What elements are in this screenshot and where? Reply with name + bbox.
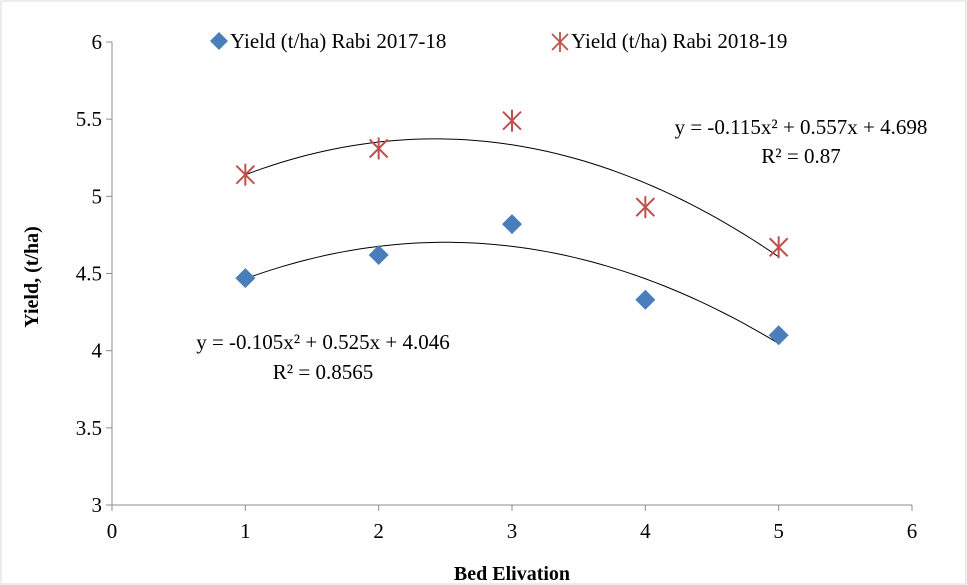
x-axis-title: Bed Elivation bbox=[454, 563, 570, 585]
x-tick-label: 4 bbox=[640, 519, 651, 543]
trendline-r2-2017-18: R² = 0.8565 bbox=[273, 360, 373, 384]
trendline-equation-2018-19: y = -0.115x² + 0.557x + 4.698 bbox=[675, 115, 928, 139]
trendline-equation-2017-18: y = -0.105x² + 0.525x + 4.046 bbox=[196, 330, 450, 354]
x-tick-label: 6 bbox=[907, 519, 918, 543]
x-tick-label: 2 bbox=[373, 519, 384, 543]
data-point-series-1 bbox=[635, 196, 656, 219]
data-point-series-0 bbox=[368, 244, 389, 265]
trendline-series-1 bbox=[245, 138, 779, 258]
data-point-series-1 bbox=[502, 109, 522, 132]
y-tick-label: 4 bbox=[92, 339, 103, 363]
y-axis-title: Yield, (t/ha) bbox=[21, 226, 43, 327]
legend: Yield (t/ha) Rabi 2017-18 Yield (t/ha) R… bbox=[210, 29, 787, 53]
data-point-series-0 bbox=[635, 289, 656, 310]
y-tick-label: 6 bbox=[92, 30, 103, 54]
y-tick-label: 3.5 bbox=[76, 416, 102, 440]
y-tick-label: 4.5 bbox=[76, 262, 102, 286]
x-tick-label: 1 bbox=[240, 519, 251, 543]
legend-label-2017-18: Yield (t/ha) Rabi 2017-18 bbox=[230, 29, 446, 53]
y-tick-label: 5 bbox=[92, 184, 103, 208]
legend-marker-2017-18 bbox=[210, 32, 228, 50]
x-tick-label: 0 bbox=[107, 519, 118, 543]
y-tick-label: 5.5 bbox=[76, 107, 102, 131]
x-tick-label: 5 bbox=[773, 519, 784, 543]
y-tick-label: 3 bbox=[92, 493, 103, 517]
data-point-series-0 bbox=[502, 214, 522, 235]
data-point-series-1 bbox=[368, 137, 389, 160]
trendline-series-0 bbox=[245, 241, 779, 344]
x-tick-label: 3 bbox=[507, 519, 518, 543]
trendline-r2-2018-19: R² = 0.87 bbox=[761, 144, 840, 168]
legend-marker-2018-19 bbox=[551, 32, 569, 52]
data-point-series-1 bbox=[768, 236, 789, 259]
legend-label-2018-19: Yield (t/ha) Rabi 2018-19 bbox=[571, 29, 787, 53]
data-point-series-1 bbox=[235, 163, 256, 186]
data-point-series-0 bbox=[235, 268, 256, 289]
data-point-series-0 bbox=[768, 325, 789, 346]
